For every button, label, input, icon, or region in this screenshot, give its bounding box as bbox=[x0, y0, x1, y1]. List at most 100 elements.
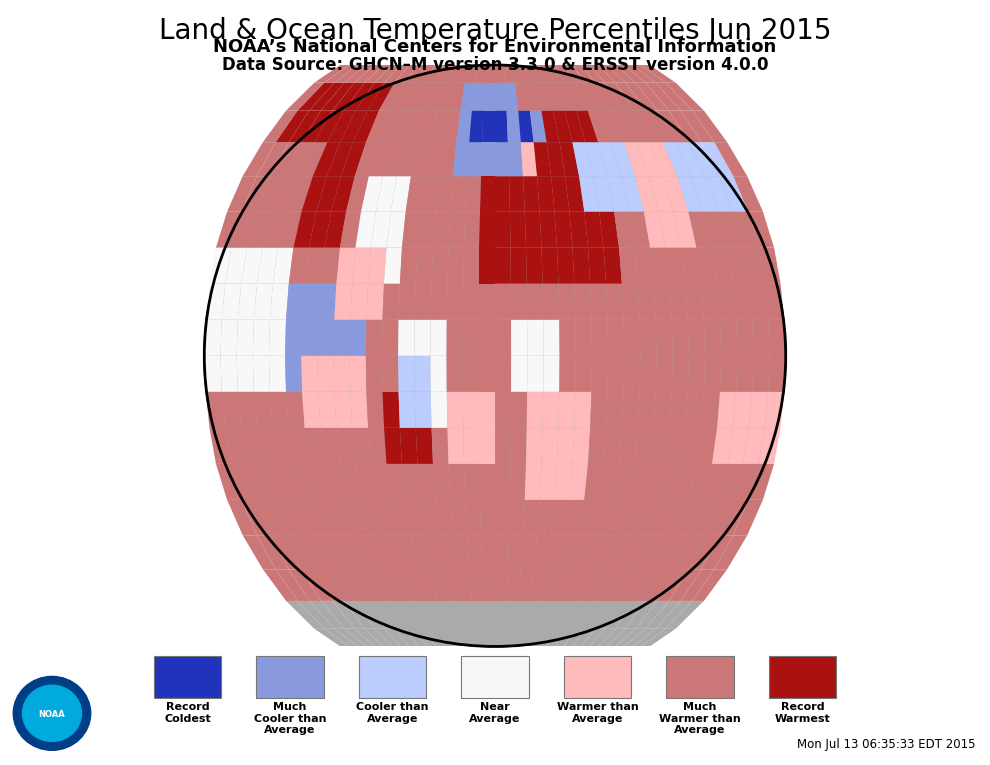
Polygon shape bbox=[543, 392, 559, 428]
Polygon shape bbox=[585, 601, 611, 629]
Polygon shape bbox=[665, 601, 704, 629]
Polygon shape bbox=[317, 500, 341, 536]
Polygon shape bbox=[655, 356, 672, 392]
Polygon shape bbox=[238, 284, 257, 320]
Polygon shape bbox=[507, 110, 521, 142]
Polygon shape bbox=[463, 392, 479, 428]
Polygon shape bbox=[663, 500, 688, 536]
Polygon shape bbox=[395, 65, 418, 83]
Polygon shape bbox=[262, 464, 287, 500]
Polygon shape bbox=[237, 320, 253, 356]
Polygon shape bbox=[691, 176, 719, 212]
Polygon shape bbox=[495, 110, 508, 142]
Polygon shape bbox=[315, 569, 345, 601]
Polygon shape bbox=[432, 428, 448, 464]
Polygon shape bbox=[415, 65, 435, 83]
Polygon shape bbox=[607, 65, 636, 83]
Polygon shape bbox=[321, 248, 340, 284]
Polygon shape bbox=[569, 212, 588, 248]
FancyBboxPatch shape bbox=[461, 656, 529, 698]
Polygon shape bbox=[243, 536, 276, 569]
Polygon shape bbox=[480, 176, 495, 212]
Polygon shape bbox=[382, 320, 399, 356]
Polygon shape bbox=[558, 392, 575, 428]
Polygon shape bbox=[565, 176, 584, 212]
FancyBboxPatch shape bbox=[153, 656, 222, 698]
Polygon shape bbox=[649, 536, 677, 569]
Polygon shape bbox=[640, 356, 656, 392]
Polygon shape bbox=[619, 248, 638, 284]
Polygon shape bbox=[635, 248, 653, 284]
Polygon shape bbox=[752, 356, 769, 392]
Polygon shape bbox=[509, 500, 525, 536]
Polygon shape bbox=[421, 500, 439, 536]
Polygon shape bbox=[447, 248, 464, 284]
Polygon shape bbox=[714, 536, 747, 569]
Polygon shape bbox=[463, 428, 479, 464]
Polygon shape bbox=[289, 569, 321, 601]
Polygon shape bbox=[559, 356, 576, 392]
Polygon shape bbox=[418, 569, 437, 601]
Polygon shape bbox=[334, 356, 350, 392]
Polygon shape bbox=[764, 284, 784, 320]
Polygon shape bbox=[636, 176, 658, 212]
Polygon shape bbox=[512, 65, 525, 83]
Polygon shape bbox=[302, 284, 321, 320]
Polygon shape bbox=[752, 320, 769, 356]
Polygon shape bbox=[542, 110, 559, 142]
Polygon shape bbox=[495, 142, 509, 176]
Polygon shape bbox=[527, 284, 544, 320]
Polygon shape bbox=[495, 65, 505, 83]
Polygon shape bbox=[383, 536, 405, 569]
Polygon shape bbox=[446, 356, 463, 392]
Polygon shape bbox=[222, 284, 242, 320]
Polygon shape bbox=[527, 392, 544, 428]
Polygon shape bbox=[379, 601, 405, 629]
Polygon shape bbox=[758, 428, 780, 464]
Polygon shape bbox=[658, 212, 681, 248]
Polygon shape bbox=[688, 536, 720, 569]
Polygon shape bbox=[510, 464, 526, 500]
Polygon shape bbox=[692, 110, 727, 142]
Polygon shape bbox=[450, 500, 467, 536]
Polygon shape bbox=[340, 212, 361, 248]
Polygon shape bbox=[604, 248, 622, 284]
Polygon shape bbox=[354, 142, 379, 176]
Polygon shape bbox=[717, 392, 737, 428]
Polygon shape bbox=[624, 65, 655, 83]
Polygon shape bbox=[309, 83, 345, 110]
Polygon shape bbox=[334, 320, 350, 356]
Polygon shape bbox=[433, 464, 450, 500]
Polygon shape bbox=[365, 356, 382, 392]
Polygon shape bbox=[414, 601, 435, 629]
Polygon shape bbox=[737, 320, 753, 356]
Polygon shape bbox=[226, 248, 247, 284]
Polygon shape bbox=[289, 248, 309, 284]
Polygon shape bbox=[598, 65, 626, 83]
Polygon shape bbox=[653, 284, 672, 320]
Polygon shape bbox=[327, 536, 353, 569]
Polygon shape bbox=[321, 83, 354, 110]
Polygon shape bbox=[465, 176, 481, 212]
Polygon shape bbox=[289, 428, 309, 464]
Polygon shape bbox=[542, 248, 558, 284]
Polygon shape bbox=[341, 536, 366, 569]
Polygon shape bbox=[454, 65, 469, 83]
Polygon shape bbox=[579, 500, 599, 536]
Polygon shape bbox=[555, 83, 576, 110]
Polygon shape bbox=[559, 320, 576, 356]
Polygon shape bbox=[536, 83, 553, 110]
Polygon shape bbox=[286, 83, 325, 110]
Polygon shape bbox=[406, 176, 425, 212]
Polygon shape bbox=[345, 601, 374, 629]
Polygon shape bbox=[445, 65, 460, 83]
Polygon shape bbox=[421, 176, 439, 212]
Polygon shape bbox=[346, 176, 369, 212]
Polygon shape bbox=[390, 601, 415, 629]
Polygon shape bbox=[511, 284, 527, 320]
Polygon shape bbox=[636, 601, 669, 629]
Polygon shape bbox=[534, 536, 551, 569]
Polygon shape bbox=[397, 142, 418, 176]
Polygon shape bbox=[437, 83, 454, 110]
Polygon shape bbox=[335, 392, 352, 428]
